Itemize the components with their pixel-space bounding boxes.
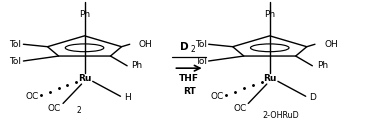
- Text: H: H: [124, 93, 131, 102]
- Text: Tol: Tol: [9, 40, 22, 49]
- Text: Ru: Ru: [78, 74, 91, 83]
- Text: OC: OC: [233, 104, 246, 113]
- Text: Ru: Ru: [263, 74, 276, 83]
- Text: OC: OC: [48, 104, 61, 113]
- Text: OC: OC: [211, 92, 224, 101]
- Text: OH: OH: [324, 40, 338, 49]
- Text: Tol: Tol: [195, 56, 207, 66]
- Text: OC: OC: [26, 92, 39, 101]
- Text: RT: RT: [183, 87, 195, 96]
- Text: Ph: Ph: [132, 61, 143, 70]
- Text: 2-OHRuD: 2-OHRuD: [262, 111, 299, 120]
- Text: OH: OH: [139, 40, 153, 49]
- Text: Ph: Ph: [264, 10, 275, 19]
- Text: Tol: Tol: [9, 56, 22, 66]
- Text: Tol: Tol: [195, 40, 207, 49]
- Text: D: D: [309, 93, 316, 102]
- Text: 2: 2: [76, 106, 81, 115]
- Text: 2: 2: [191, 45, 195, 54]
- Text: Ph: Ph: [317, 61, 328, 70]
- Text: Ph: Ph: [79, 10, 90, 19]
- Text: D: D: [180, 42, 189, 52]
- Text: THF: THF: [179, 74, 199, 83]
